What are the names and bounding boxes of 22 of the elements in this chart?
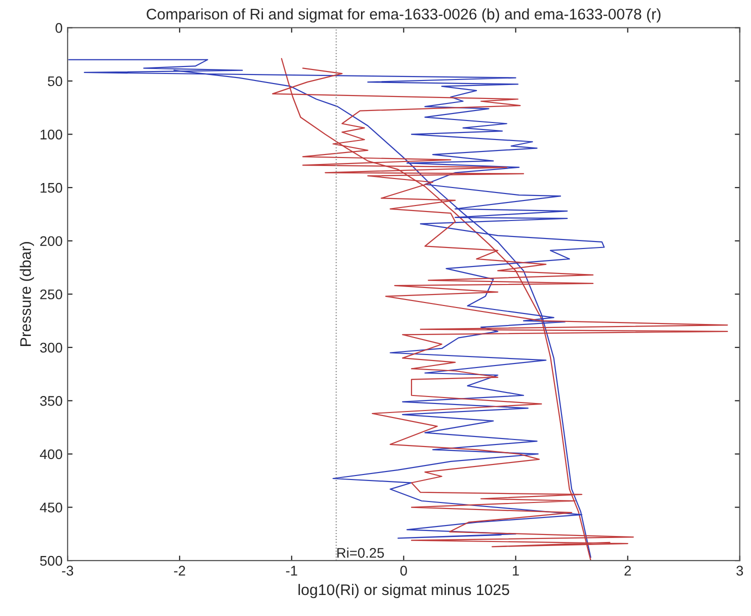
y-axis-title: Pressure (dbar): [20, 242, 34, 346]
x-tick-label: -2: [174, 566, 186, 576]
y-tick-label: 450: [40, 502, 62, 512]
y-tick-label: 250: [40, 289, 62, 300]
y-tick-label: 350: [40, 396, 62, 406]
chart-title: Comparison of Ri and sigmat for ema-1633-0026 (b) and ema-1633-0078 (r): [146, 8, 660, 23]
y-tick-label: 100: [40, 130, 62, 140]
y-tick-label: 50: [48, 76, 62, 86]
x-tick-label: -3: [62, 566, 74, 576]
x-tick-label: 2: [624, 566, 631, 576]
y-tick-label: 300: [40, 342, 62, 353]
x-tick-label: -1: [286, 566, 298, 576]
y-tick-label: 150: [40, 182, 62, 193]
y-tick-label: 400: [40, 449, 62, 460]
x-tick-label: 0: [400, 566, 407, 576]
x-tick-label: 3: [736, 566, 743, 576]
annotation: Ri=0.25: [337, 548, 384, 558]
y-tick-label: 0: [56, 23, 62, 33]
y-tick-label: 200: [40, 236, 62, 246]
x-tick-label: 1: [512, 566, 519, 576]
y-tick-label: 500: [40, 556, 62, 566]
x-axis-title: log10(Ri) or sigmat minus 1025: [298, 584, 510, 598]
